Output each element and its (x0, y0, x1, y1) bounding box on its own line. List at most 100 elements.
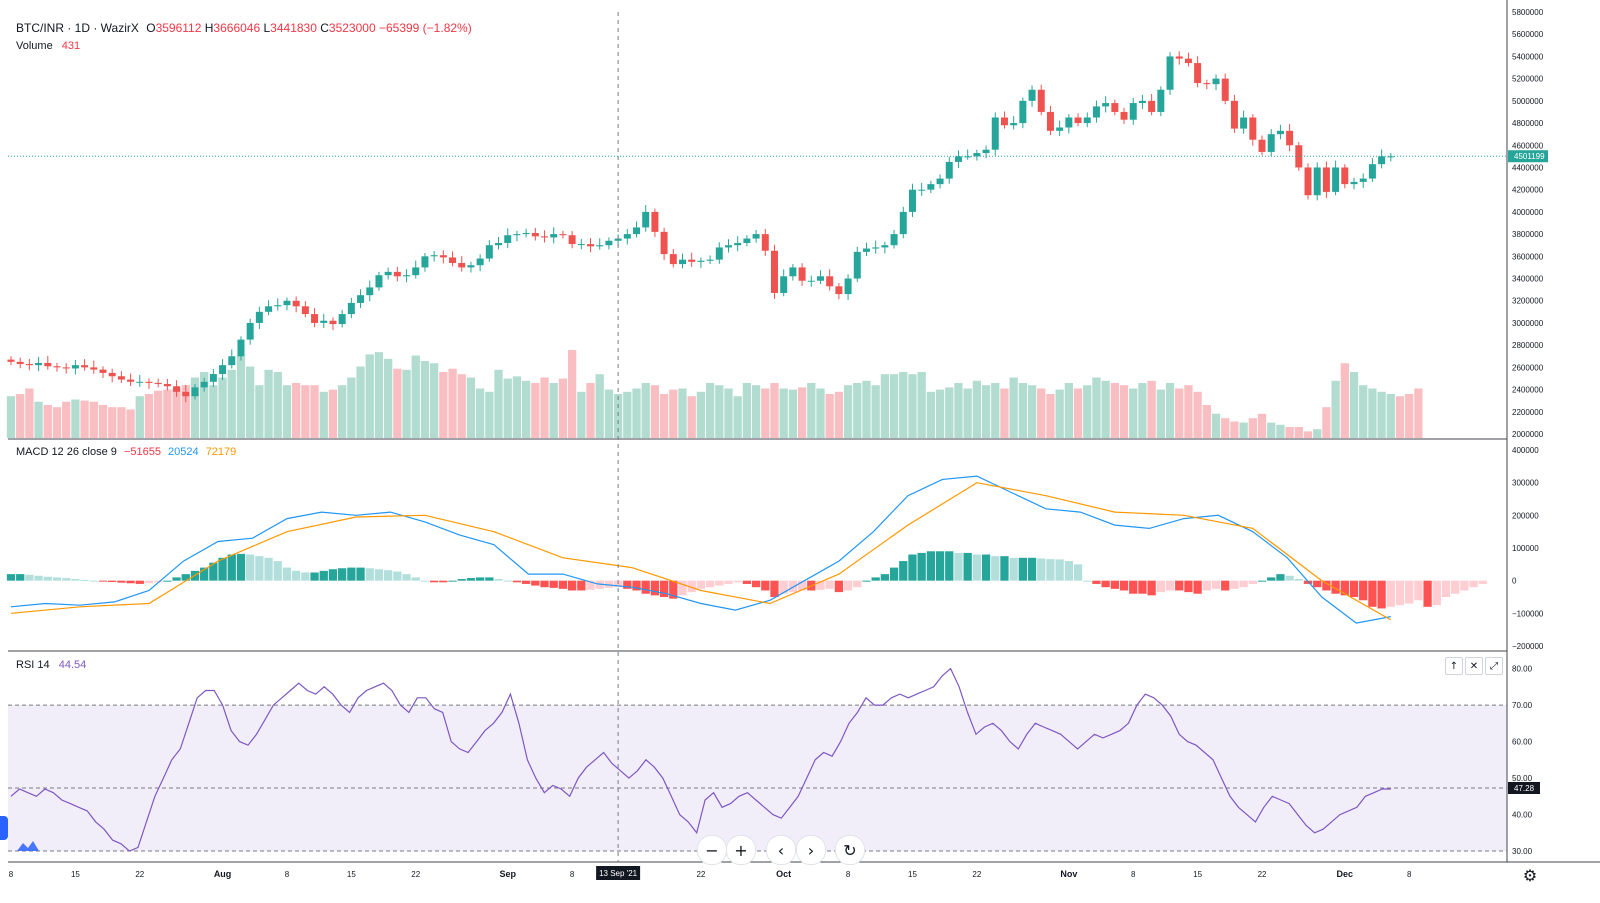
volume-bar (227, 369, 236, 438)
reset-chart-button[interactable]: ↻ (835, 835, 865, 865)
candle-body (734, 242, 742, 246)
l-value: 3441830 (270, 21, 317, 35)
time-tick-label: 15 (347, 870, 356, 879)
pane-maximize-button[interactable]: ⤢ (1485, 657, 1503, 675)
macd-histogram-bar (393, 571, 402, 581)
macd-histogram-bar (779, 580, 788, 594)
candle-body (908, 189, 916, 212)
volume-bar (181, 385, 190, 438)
pane-close-button[interactable]: ✕ (1465, 657, 1483, 675)
macd-histogram-bar (641, 580, 650, 594)
time-tick-label: 15 (71, 870, 80, 879)
macd-histogram-bar (1202, 580, 1211, 591)
volume-bar (1257, 413, 1267, 438)
volume-bar (457, 374, 466, 438)
volume-bar (1340, 363, 1349, 438)
volume-bar (301, 385, 310, 438)
macd-histogram-bar (485, 577, 494, 581)
macd-histogram-bar (209, 562, 218, 581)
volume-bar (908, 374, 917, 438)
volume-bar (328, 389, 338, 438)
volume-bar (1110, 383, 1119, 438)
macd-histogram-bar (733, 580, 742, 583)
volume-bar (1331, 380, 1340, 438)
candle-body (439, 255, 447, 258)
candle-body (780, 276, 788, 293)
settings-gear-icon[interactable]: ⚙ (1522, 866, 1538, 885)
candle-body (301, 306, 309, 315)
volume-bar (1064, 383, 1073, 438)
scroll-left-button[interactable]: ‹ (766, 835, 796, 865)
volume-bars (6, 350, 1423, 438)
pane-move-up-button[interactable]: ↑ (1445, 657, 1463, 675)
macd-histogram-bar (521, 580, 531, 584)
sidebar-toggle-tab[interactable] (0, 816, 8, 840)
tradingview-logo-icon[interactable] (14, 834, 42, 858)
volume-bar (384, 358, 393, 438)
price-tick-label: 2200000 (1512, 408, 1544, 417)
volume-bar (705, 383, 715, 438)
macd-histogram-bar (816, 580, 825, 590)
volume-bar (475, 388, 485, 438)
zoom-in-button[interactable]: + (726, 835, 756, 865)
volume-bar (770, 383, 779, 438)
candle-body (715, 247, 723, 260)
rsi-tick-label: 80.00 (1512, 665, 1533, 674)
candle-body (163, 384, 171, 387)
price-axis: 5800000 5600000 5400000 5200000 5000000 48000… (1512, 8, 1544, 856)
macd-histogram-bar (6, 574, 16, 581)
volume-bar (319, 391, 328, 438)
volume-bar (1368, 388, 1377, 438)
volume-bar (347, 377, 356, 438)
macd-histogram-bar (1322, 580, 1331, 591)
volume-bar (1248, 418, 1257, 438)
volume-bar (1138, 383, 1147, 438)
macd-histogram-bar (457, 579, 466, 581)
candle-body (982, 149, 990, 154)
macd-histogram-bar (319, 570, 328, 581)
macd-tick-label: −100000 (1512, 609, 1544, 618)
macd-histogram-bar (52, 577, 62, 581)
volume-bar (1037, 388, 1046, 438)
candle-body (449, 257, 457, 263)
macd-histogram-bar (282, 567, 292, 581)
volume-bar (1395, 396, 1405, 438)
macd-histogram-bar (255, 556, 264, 581)
candle-body (1166, 56, 1174, 90)
zoom-out-button[interactable]: − (697, 835, 727, 865)
volume-bar (1294, 427, 1303, 438)
macd-histogram-bar (935, 551, 945, 581)
candle-body (209, 374, 217, 382)
volume-bar (6, 396, 16, 438)
volume-bar (209, 385, 218, 438)
volume-bar (1202, 405, 1211, 438)
volume-bar (255, 385, 264, 438)
macd-histogram-bar (678, 580, 687, 596)
volume-bar (678, 388, 687, 438)
candle-body (1267, 134, 1275, 152)
macd-histogram-bar (200, 567, 209, 581)
time-tick-label: 15 (1193, 870, 1202, 879)
candle-body (246, 322, 254, 340)
volume-bar (889, 374, 899, 438)
volume-bar (788, 389, 798, 438)
volume-bar (549, 383, 558, 438)
price-tick-label: 4800000 (1512, 119, 1544, 128)
candle-body (1111, 103, 1119, 112)
volume-bar (567, 350, 577, 438)
price-tick-label: 3000000 (1512, 319, 1544, 328)
volume-bar (154, 390, 163, 438)
volume-bar (1073, 388, 1083, 438)
volume-bar (862, 380, 871, 438)
volume-bar (356, 366, 365, 438)
macd-histogram-bar (586, 580, 595, 590)
volume-bar (972, 380, 982, 438)
macd-histogram-bar (788, 580, 798, 593)
signal-line (10, 482, 1392, 621)
macd-histogram-bar (558, 580, 568, 589)
candle-body (798, 267, 806, 281)
candle-body (412, 267, 420, 276)
volume-label: Volume (16, 40, 53, 52)
macd-tick-label: 300000 (1512, 479, 1539, 488)
scroll-right-button[interactable]: › (796, 835, 826, 865)
